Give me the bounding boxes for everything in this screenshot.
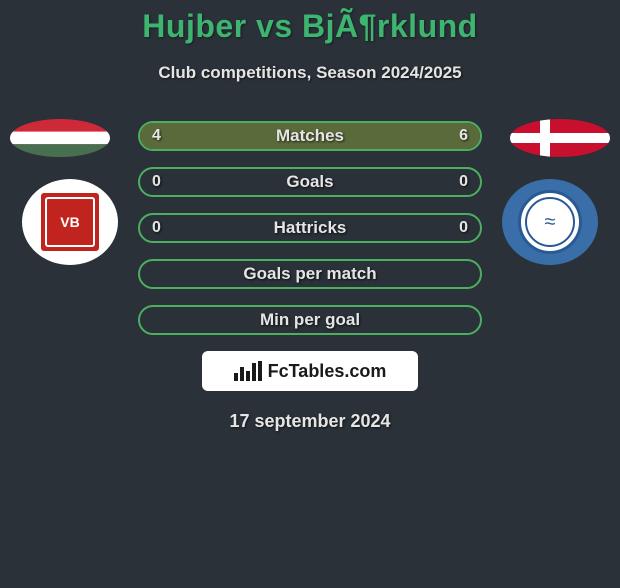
flag-icon — [10, 119, 110, 157]
page-title: Hujber vs BjÃ¶rklund — [0, 8, 620, 45]
right-country-flag — [510, 119, 610, 157]
stat-left-value: 4 — [152, 127, 161, 145]
club-logo-icon: ≈ — [518, 190, 582, 254]
stat-right-value: 6 — [459, 127, 468, 145]
stat-right-value: 0 — [459, 173, 468, 191]
source-logo-text: FcTables.com — [268, 361, 387, 382]
stat-row-matches: 4 Matches 6 — [138, 121, 482, 151]
stat-label: Hattricks — [274, 218, 347, 238]
date-label: 17 september 2024 — [0, 411, 620, 432]
stat-left-value: 0 — [152, 219, 161, 237]
stat-row-goals: 0 Goals 0 — [138, 167, 482, 197]
chart-bars-icon — [234, 361, 262, 381]
stat-label: Goals — [286, 172, 333, 192]
stat-bars: 4 Matches 6 0 Goals 0 0 Hattricks 0 Goal… — [138, 121, 482, 335]
stat-label: Min per goal — [260, 310, 360, 330]
club-initials: VB — [60, 214, 79, 230]
stat-row-mpg: Min per goal — [138, 305, 482, 335]
stat-label: Goals per match — [243, 264, 376, 284]
stat-left-value: 0 — [152, 173, 161, 191]
source-badge: FcTables.com — [202, 351, 418, 391]
left-club-badge: VB — [22, 179, 118, 265]
comparison-area: VB ≈ 4 Matches 6 0 Goals 0 0 Hattricks — [0, 121, 620, 432]
stat-label: Matches — [276, 126, 344, 146]
subtitle: Club competitions, Season 2024/2025 — [0, 63, 620, 83]
stat-right-value: 0 — [459, 219, 468, 237]
stat-row-gpm: Goals per match — [138, 259, 482, 289]
flag-icon — [510, 119, 610, 157]
stat-row-hattricks: 0 Hattricks 0 — [138, 213, 482, 243]
right-club-badge: ≈ — [502, 179, 598, 265]
club-logo-icon: VB — [38, 190, 102, 254]
left-country-flag — [10, 119, 110, 157]
